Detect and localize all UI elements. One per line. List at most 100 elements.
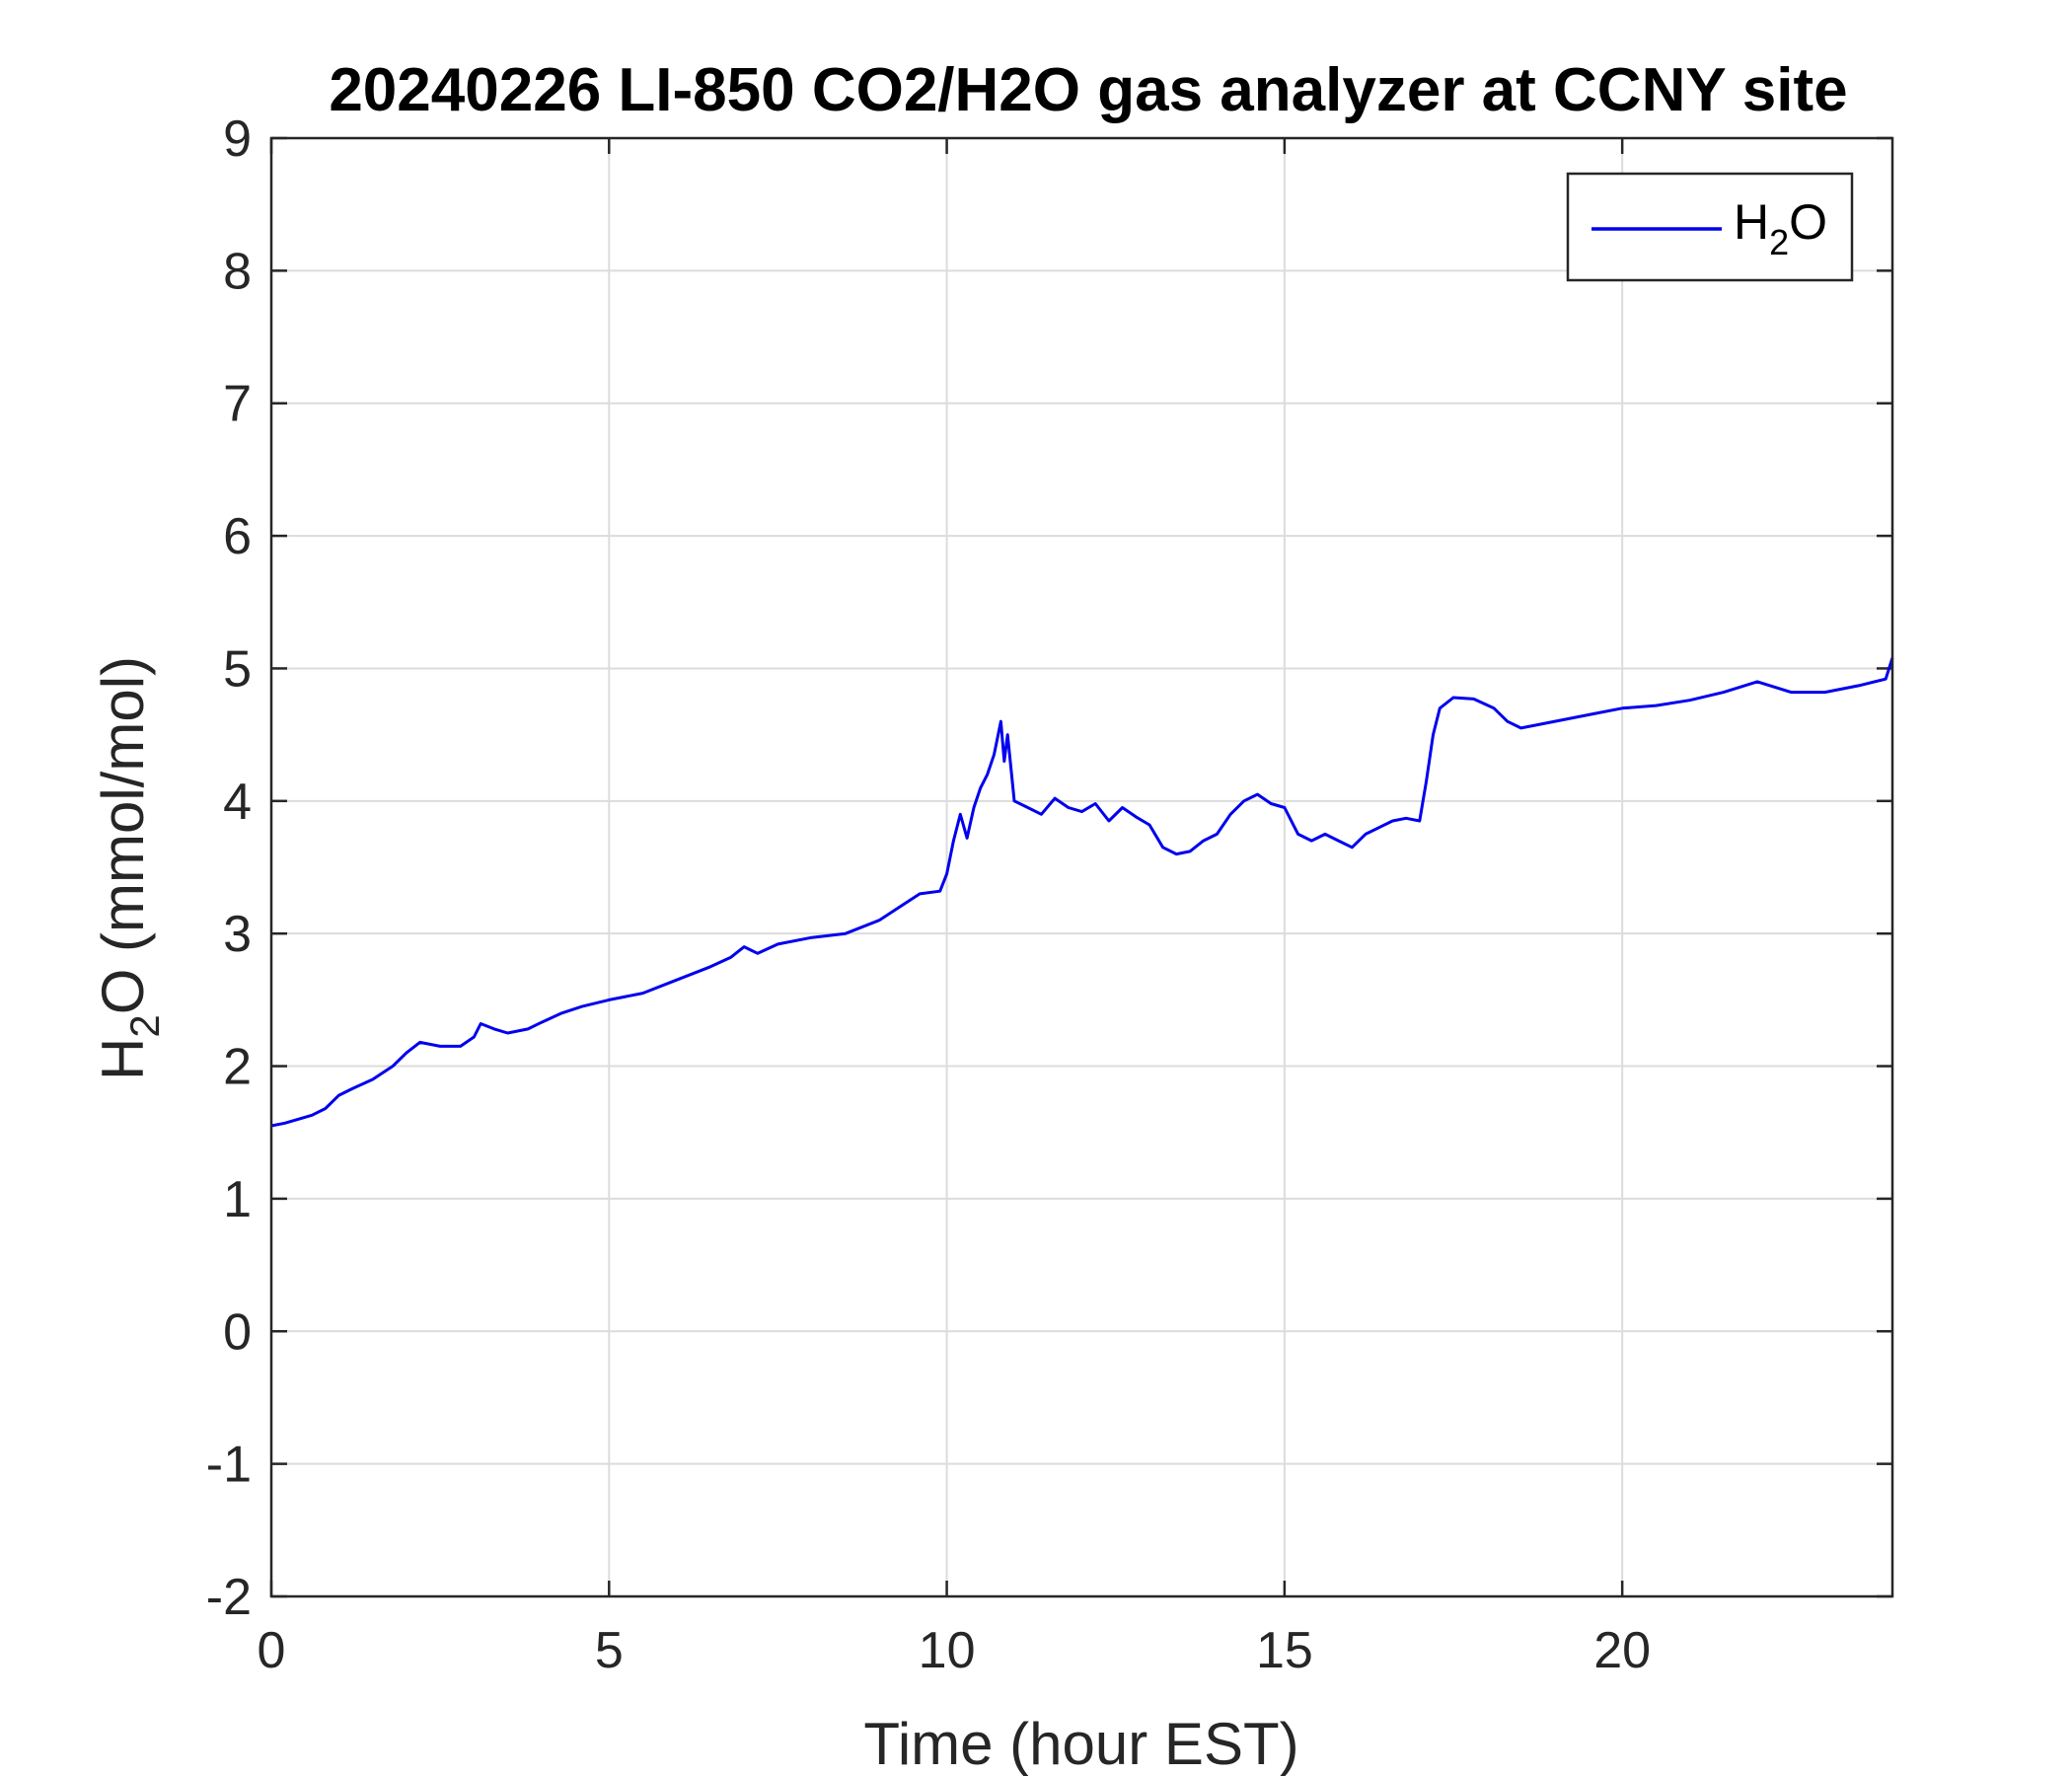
data-point [1723, 692, 1725, 694]
data-point [757, 952, 759, 954]
data-point [777, 943, 778, 945]
data-point [1452, 697, 1454, 699]
legend-label-h2o: H2O [1734, 194, 1827, 262]
data-point [878, 920, 880, 922]
data-point [1081, 811, 1082, 813]
data-point [1338, 840, 1340, 842]
ticks [269, 136, 1892, 1598]
x-tick-label: 5 [595, 1622, 624, 1679]
data-point [1229, 813, 1231, 815]
data-point [1027, 807, 1029, 809]
data-point [392, 1066, 394, 1068]
data-point [1122, 807, 1124, 809]
data-point [1013, 800, 1015, 802]
data-point [1824, 692, 1826, 694]
data-point [372, 1078, 374, 1080]
data-point [999, 720, 1001, 722]
data-point [1148, 824, 1150, 826]
plot-frame [269, 136, 1894, 1598]
data-point [1493, 707, 1495, 709]
data-point [811, 936, 813, 938]
data-point [337, 1094, 339, 1096]
y-tick-label: -1 [206, 1437, 252, 1494]
data-point [1094, 803, 1096, 805]
y-tick-label: 9 [223, 111, 252, 168]
y-tick-label: 1 [223, 1171, 252, 1228]
y-axis-label: H2O (mmol/mol) [90, 656, 168, 1080]
grid [271, 138, 1892, 1596]
data-point [1858, 685, 1860, 687]
y-axis-label-rest: O (mmol/mol) [90, 656, 156, 1014]
data-point [709, 966, 711, 968]
data-point [1135, 816, 1137, 818]
data-point [581, 1005, 583, 1007]
data-point [1216, 833, 1218, 835]
data-point [899, 906, 901, 908]
data-point [1284, 807, 1286, 809]
data-point [1310, 840, 1312, 842]
data-point [527, 1028, 529, 1030]
data-point [1256, 793, 1258, 795]
data-point [1885, 678, 1887, 680]
y-axis-label-main: H [90, 1038, 156, 1080]
x-tick-label: 10 [919, 1622, 976, 1679]
data-point [1689, 700, 1691, 702]
y-tick-label: 0 [223, 1303, 252, 1361]
data-point [1378, 827, 1380, 829]
series-layer [270, 657, 1894, 1128]
y-tick-label: 5 [223, 640, 252, 698]
data-point [284, 1122, 286, 1124]
data-point [1297, 833, 1299, 835]
y-tick-label: 4 [223, 774, 252, 831]
legend-label-sub: 2 [1769, 222, 1789, 262]
legend-box [1566, 172, 1854, 282]
data-point [1594, 712, 1596, 714]
data-point [1175, 853, 1177, 855]
data-point [325, 1108, 327, 1110]
data-point [1391, 820, 1393, 822]
y-tick-label: 3 [223, 906, 252, 963]
data-point [297, 1118, 299, 1120]
x-tick-label: 15 [1256, 1622, 1313, 1679]
data-point [1243, 800, 1245, 802]
data-point [608, 999, 610, 1000]
data-point [1473, 698, 1475, 700]
y-tick-label: -2 [206, 1569, 252, 1626]
data-point [1567, 718, 1569, 720]
data-point [952, 840, 954, 842]
data-point [1426, 780, 1428, 782]
data-point [1432, 734, 1434, 736]
data-point [560, 1012, 562, 1014]
data-point [1003, 761, 1005, 763]
y-tick-label: 6 [223, 508, 252, 565]
data-point [1507, 720, 1509, 722]
data-point [1324, 833, 1326, 835]
data-point [1054, 797, 1056, 799]
data-point [730, 956, 732, 958]
y-tick-label: 8 [223, 243, 252, 300]
data-point [351, 1087, 353, 1089]
x-tick-label: 20 [1593, 1622, 1651, 1679]
data-point [1519, 727, 1521, 729]
data-point [460, 1045, 462, 1047]
data-point [973, 807, 975, 809]
data-point [1655, 704, 1657, 706]
data-point [507, 1032, 509, 1034]
data-point [959, 813, 961, 815]
data-point [1621, 707, 1623, 709]
data-point [1790, 692, 1792, 694]
chart-title: 20240226 LI-850 CO2/H2O gas analyzer at … [329, 56, 1847, 124]
data-point [311, 1114, 313, 1116]
data-point [980, 786, 982, 788]
data-point [406, 1052, 407, 1054]
y-tick-label: 7 [223, 376, 252, 433]
legend-label-rest: O [1789, 194, 1827, 250]
data-point [473, 1036, 475, 1038]
data-point [642, 993, 644, 995]
data-point [419, 1041, 421, 1043]
data-point [1270, 803, 1272, 805]
data-point [1162, 847, 1164, 849]
series-line-h2o [270, 657, 1894, 1128]
data-point [1365, 833, 1367, 835]
